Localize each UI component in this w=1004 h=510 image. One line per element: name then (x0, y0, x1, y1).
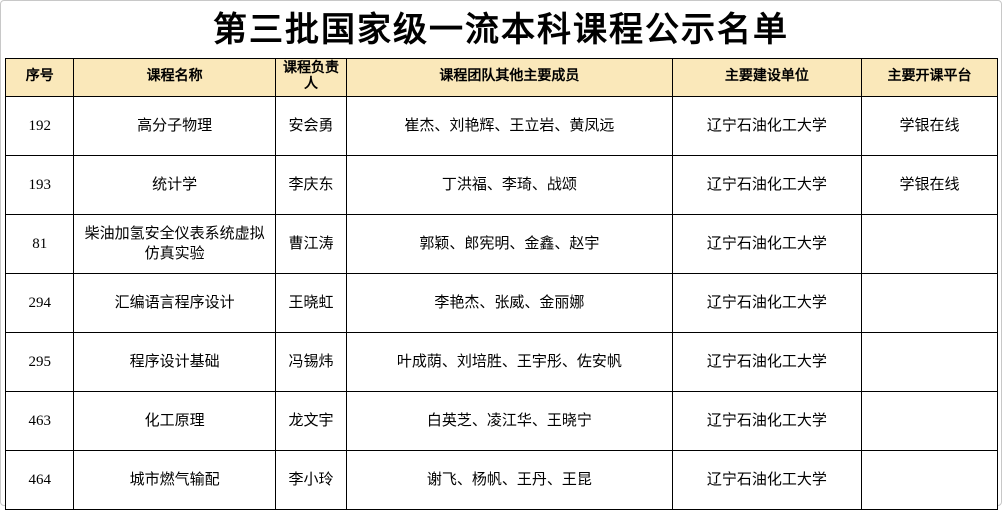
cell-serial: 81 (4, 213, 75, 274)
header-cell-serial: 序号 (4, 57, 75, 97)
table-row: 463 化工原理 龙文宇 白英芝、凌江华、王晓宁 辽宁石油化工大学 (4, 390, 998, 451)
cell-members: 崔杰、刘艳辉、王立岩、黄凤远 (346, 95, 673, 156)
cell-leader: 曹江涛 (274, 213, 348, 274)
cell-members: 叶成荫、刘培胜、王宇彤、佐安帆 (346, 331, 673, 392)
cell-course: 程序设计基础 (73, 331, 276, 392)
cell-leader: 王晓虹 (274, 272, 348, 333)
cell-serial: 464 (4, 449, 75, 510)
cell-serial: 294 (4, 272, 75, 333)
cell-platform (861, 331, 998, 392)
courses-table: 序号 课程名称 课程负责人 课程团队其他主要成员 主要建设单位 主要开课平台 192 高分子… (4, 57, 998, 510)
cell-serial: 295 (4, 331, 75, 392)
cell-members: 李艳杰、张威、金丽娜 (346, 272, 673, 333)
table-row: 295 程序设计基础 冯锡炜 叶成荫、刘培胜、王宇彤、佐安帆 辽宁石油化工大学 (4, 331, 998, 392)
table-row: 464 城市燃气输配 李小玲 谢飞、杨帆、王丹、王昆 辽宁石油化工大学 (4, 449, 998, 510)
cell-course: 高分子物理 (73, 95, 276, 156)
cell-unit: 辽宁石油化工大学 (671, 213, 863, 274)
table-row: 192 高分子物理 安会勇 崔杰、刘艳辉、王立岩、黄凤远 辽宁石油化工大学 学银在线 (4, 95, 998, 156)
table-row: 294 汇编语言程序设计 王晓虹 李艳杰、张威、金丽娜 辽宁石油化工大学 (4, 272, 998, 333)
table-row: 193 统计学 李庆东 丁洪福、李琦、战颂 辽宁石油化工大学 学银在线 (4, 154, 998, 215)
cell-unit: 辽宁石油化工大学 (671, 154, 863, 215)
cell-platform: 学银在线 (861, 95, 998, 156)
cell-course: 城市燃气输配 (73, 449, 276, 510)
cell-serial: 193 (4, 154, 75, 215)
cell-members: 白英芝、凌江华、王晓宁 (346, 390, 673, 451)
header-cell-members: 课程团队其他主要成员 (346, 57, 673, 97)
cell-serial: 192 (4, 95, 75, 156)
cell-unit: 辽宁石油化工大学 (671, 449, 863, 510)
cell-members: 丁洪福、李琦、战颂 (346, 154, 673, 215)
cell-unit: 辽宁石油化工大学 (671, 331, 863, 392)
cell-course: 化工原理 (73, 390, 276, 451)
cell-leader: 龙文宇 (274, 390, 348, 451)
cell-platform (861, 449, 998, 510)
header-cell-course: 课程名称 (73, 57, 276, 97)
cell-unit: 辽宁石油化工大学 (671, 272, 863, 333)
cell-leader: 李小玲 (274, 449, 348, 510)
cell-members: 郭颖、郎宪明、金鑫、赵宇 (346, 213, 673, 274)
cell-platform: 学银在线 (861, 154, 998, 215)
cell-leader: 冯锡炜 (274, 331, 348, 392)
table-header-row: 序号 课程名称 课程负责人 课程团队其他主要成员 主要建设单位 主要开课平台 (4, 57, 998, 97)
cell-platform (861, 272, 998, 333)
cell-leader: 安会勇 (274, 95, 348, 156)
cell-platform (861, 213, 998, 274)
cell-serial: 463 (4, 390, 75, 451)
cell-platform (861, 390, 998, 451)
header-cell-unit: 主要建设单位 (671, 57, 863, 97)
cell-course: 统计学 (73, 154, 276, 215)
cell-course: 柴油加氢安全仪表系统虚拟仿真实验 (73, 213, 276, 274)
cell-unit: 辽宁石油化工大学 (671, 390, 863, 451)
page-title: 第三批国家级一流本科课程公示名单 (213, 12, 789, 49)
header-cell-platform: 主要开课平台 (861, 57, 998, 97)
header-cell-leader: 课程负责人 (274, 57, 348, 97)
cell-leader: 李庆东 (274, 154, 348, 215)
table-body: 192 高分子物理 安会勇 崔杰、刘艳辉、王立岩、黄凤远 辽宁石油化工大学 学银在线 193… (4, 95, 998, 510)
table-row: 81 柴油加氢安全仪表系统虚拟仿真实验 曹江涛 郭颖、郎宪明、金鑫、赵宇 辽宁石油化工大… (4, 213, 998, 274)
cell-unit: 辽宁石油化工大学 (671, 95, 863, 156)
cell-course: 汇编语言程序设计 (73, 272, 276, 333)
cell-members: 谢飞、杨帆、王丹、王昆 (346, 449, 673, 510)
